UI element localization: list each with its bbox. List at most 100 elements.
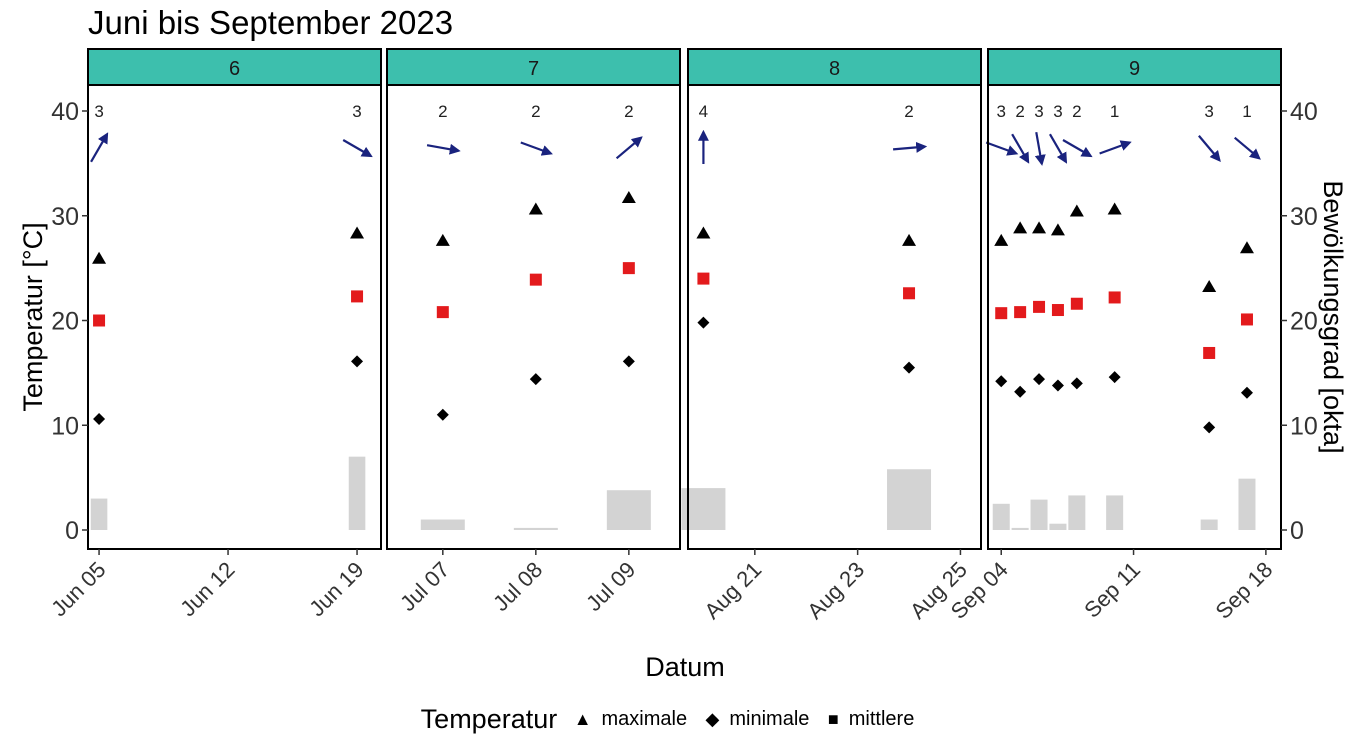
max-temp-point (1050, 223, 1065, 236)
min-temp-point (622, 355, 635, 368)
mean-temp-point (1108, 291, 1121, 304)
panel-border (386, 84, 681, 550)
y-tick-label-right: 20 (1290, 308, 1318, 336)
max-temp-point (696, 226, 711, 239)
max-temp-point (92, 251, 107, 264)
wind-label: 2 (531, 102, 540, 121)
y-tick-label: 0 (65, 517, 79, 545)
cloud-bar (1200, 519, 1218, 530)
y-tick-label-right: 10 (1290, 412, 1318, 440)
x-tick-label: Jul 08 (488, 557, 547, 616)
wind-arrow (426, 143, 461, 155)
y-tick-label: 10 (51, 412, 79, 440)
mean-temp-point (622, 262, 635, 275)
y-tick-label-right: 0 (1290, 517, 1304, 545)
facet-strip (87, 48, 382, 86)
x-tick-label: Sep 11 (1079, 557, 1145, 623)
wind-label: 3 (1204, 102, 1213, 121)
max-temp-point (621, 190, 636, 203)
y-tick-label-right: 30 (1290, 203, 1318, 231)
max-temp-point (1239, 241, 1254, 254)
wind-label: 2 (904, 102, 913, 121)
legend-label-max: maximale (601, 708, 688, 730)
mean-temp-point (903, 287, 916, 300)
max-temp-point (350, 226, 365, 239)
wind-arrow (520, 141, 553, 156)
mean-temp-point (1051, 304, 1064, 317)
cloud-bar (1068, 495, 1086, 530)
min-temp-point (351, 355, 364, 368)
facet-label: 6 (229, 58, 240, 80)
mean-temp-point (529, 273, 542, 286)
min-temp-point (529, 373, 542, 386)
y-axis-label-right: Bewölkungsgrad [okta] (1318, 180, 1348, 453)
diamond-icon: ◆ (705, 709, 720, 729)
mean-temp-point (1203, 346, 1216, 359)
cloud-bar (992, 503, 1010, 530)
legend-item-mean: ■ mittlere (828, 708, 914, 731)
max-temp-point (528, 202, 543, 215)
wind-label: 1 (1242, 102, 1251, 121)
wind-arrow (1234, 136, 1261, 160)
y-tick-label: 40 (51, 98, 79, 126)
facet-strip (987, 48, 1282, 86)
x-axis-label: Datum (645, 652, 725, 682)
facet-label: 8 (829, 58, 840, 80)
x-tick-label: Jun 19 (304, 557, 368, 621)
max-temp-point (435, 233, 450, 246)
min-temp-point (903, 361, 916, 374)
wind-label: 4 (699, 102, 708, 121)
panel-border (687, 84, 982, 550)
min-temp-point (697, 316, 710, 329)
square-icon: ■ (827, 709, 839, 729)
max-temp-point (1013, 221, 1028, 234)
mean-temp-point (436, 306, 449, 319)
wind-arrow (1034, 132, 1046, 166)
wind-label: 3 (352, 102, 361, 121)
mean-temp-point (1070, 297, 1083, 310)
wind-arrow (1198, 135, 1221, 162)
max-temp-point (994, 233, 1009, 246)
min-temp-point (1108, 371, 1121, 384)
facet-label: 9 (1129, 58, 1140, 80)
mean-temp-point (1033, 300, 1046, 313)
cloud-bar (887, 469, 932, 530)
y-tick-label: 20 (51, 308, 79, 336)
wind-arrow (893, 141, 928, 153)
max-temp-point (1069, 204, 1084, 217)
wind-arrow (985, 141, 1019, 156)
max-temp-point (902, 233, 917, 246)
min-temp-point (1240, 386, 1253, 399)
min-temp-point (1014, 385, 1027, 398)
wind-arrow (342, 139, 373, 158)
y-tick-label-right: 40 (1290, 98, 1318, 126)
y-tick-label: 30 (51, 203, 79, 231)
legend: Temperatur ▲ maximale ◆ minimale ■ mittlere (0, 704, 1349, 735)
cloud-bar (606, 490, 651, 530)
cloud-bar (1011, 527, 1029, 530)
cloud-bar (90, 498, 108, 530)
min-temp-point (1051, 379, 1064, 392)
cloud-bar (1238, 478, 1256, 530)
mean-temp-point (697, 272, 710, 285)
max-temp-point (1202, 279, 1217, 292)
mean-temp-point (1014, 306, 1027, 319)
min-temp-point (436, 408, 449, 421)
wind-arrow (90, 132, 109, 163)
wind-arrow (615, 136, 643, 160)
wind-label: 3 (996, 102, 1005, 121)
x-tick-label: Jul 09 (581, 557, 640, 616)
wind-label: 2 (438, 102, 447, 121)
min-temp-point (1033, 373, 1046, 386)
x-tick-label: Aug 21 (699, 557, 766, 624)
cloud-bar (1106, 495, 1124, 530)
mean-temp-point (351, 290, 364, 303)
min-temp-point (93, 412, 106, 425)
wind-label: 2 (624, 102, 633, 121)
cloud-bar (348, 456, 366, 530)
wind-arrow (1011, 133, 1030, 164)
x-tick-label: Jun 05 (46, 557, 110, 621)
wind-arrow (1062, 139, 1093, 158)
legend-item-max: ▲ maximale (574, 708, 687, 731)
